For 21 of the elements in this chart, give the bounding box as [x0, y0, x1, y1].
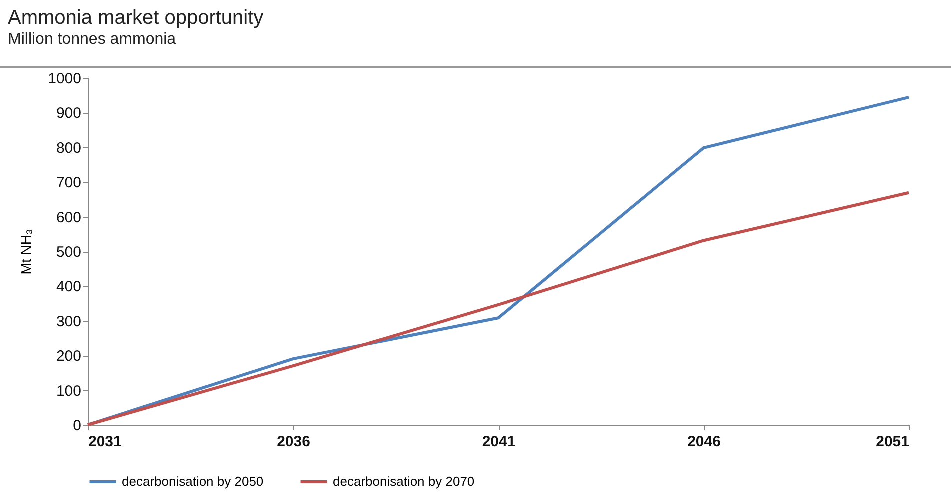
y-tick-label: 100	[56, 382, 82, 400]
y-axis-title: Mt NH₃	[18, 229, 34, 275]
chart-title: Ammonia market opportunity	[8, 7, 264, 29]
y-tick-label: 0	[73, 418, 82, 434]
y-tick-label: 300	[56, 313, 82, 330]
y-tick-label: 700	[56, 174, 82, 192]
y-tick-label: 600	[56, 209, 82, 226]
x-tick-label: 2036	[277, 434, 310, 450]
chart-subtitle: Million tonnes ammonia	[8, 31, 176, 48]
y-tick-label: 400	[56, 278, 82, 296]
y-tick-label: 900	[56, 105, 82, 122]
x-tick-label: 2041	[482, 434, 516, 450]
y-tick-label: 200	[56, 348, 82, 366]
y-tick-label: 800	[56, 140, 82, 157]
y-tick-label: 500	[56, 244, 82, 261]
legend-label: decarbonisation by 2070	[333, 474, 475, 489]
legend-label: decarbonisation by 2050	[122, 474, 264, 489]
x-tick-label: 2051	[876, 434, 910, 450]
y-tick-label: 1000	[48, 70, 82, 88]
x-tick-label: 2046	[688, 434, 721, 450]
x-tick-label: 2031	[88, 434, 122, 450]
